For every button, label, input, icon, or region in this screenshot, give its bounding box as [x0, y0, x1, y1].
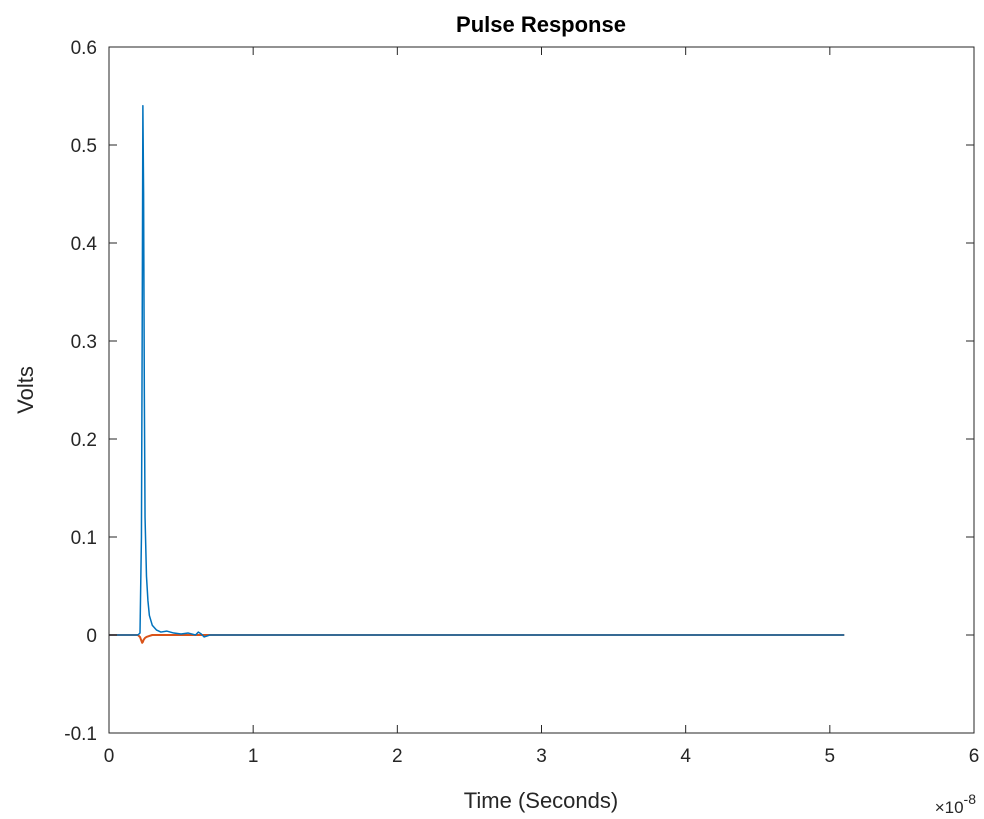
x-tick-label: 6: [969, 746, 980, 767]
x-tick-label: 1: [248, 746, 259, 767]
x-tick-label: 4: [680, 746, 691, 767]
x-tick-label: 0: [104, 746, 115, 767]
x-exponent-power: -8: [964, 791, 977, 807]
y-tick-label: -0.1: [64, 724, 97, 745]
y-axis-label: Volts: [13, 366, 38, 414]
x-tick-label: 5: [825, 746, 836, 767]
y-tick-label: 0: [86, 626, 97, 647]
x-axis-label: Time (Seconds): [464, 788, 618, 813]
y-tick-label: 0.1: [71, 528, 97, 549]
ticks-layer: 0 1 2 3 4 5 6 -0.1 0 0.1 0.2 0.3 0.4 0.5 0.6: [64, 38, 979, 767]
plot-area: [109, 47, 974, 733]
series-line-1: [109, 105, 845, 638]
x-axis-exponent: ×10-8: [935, 791, 977, 817]
x-tick-label: 2: [392, 746, 403, 767]
chart-title: Pulse Response: [456, 12, 626, 37]
y-tick-label: 0.6: [71, 38, 97, 59]
y-tick-label: 0.2: [71, 430, 97, 451]
series-layer: [109, 105, 845, 644]
x-tick-label: 3: [536, 746, 547, 767]
y-tick-label: 0.3: [71, 332, 97, 353]
x-exponent-base: ×10: [935, 798, 964, 817]
y-tick-label: 0.5: [71, 136, 97, 157]
y-tick-label: 0.4: [71, 234, 98, 255]
